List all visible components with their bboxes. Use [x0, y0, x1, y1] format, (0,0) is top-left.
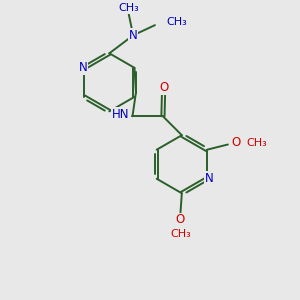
Text: N: N	[129, 29, 137, 42]
Text: CH₃: CH₃	[118, 3, 139, 13]
Text: CH₃: CH₃	[170, 229, 191, 239]
Text: O: O	[159, 81, 168, 94]
Text: O: O	[176, 214, 185, 226]
Text: CH₃: CH₃	[166, 17, 187, 27]
Text: N: N	[205, 172, 214, 185]
Text: N: N	[79, 61, 87, 74]
Text: O: O	[231, 136, 241, 149]
Text: CH₃: CH₃	[246, 138, 267, 148]
Text: HN: HN	[112, 108, 129, 122]
